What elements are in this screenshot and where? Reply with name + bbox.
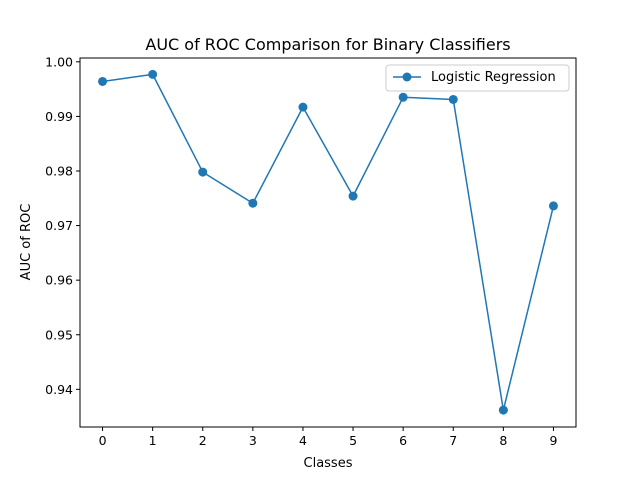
y-axis-ticks: 0.94 0.95 0.96 0.97 0.98 0.99 1.00: [45, 54, 80, 397]
y-tick-label: 0.98: [45, 163, 73, 178]
x-tick-label: 5: [349, 433, 357, 448]
legend: Logistic Regression: [385, 64, 570, 92]
x-tick-label: 2: [199, 433, 207, 448]
x-tick-label: 4: [299, 433, 307, 448]
y-axis-label: AUC of ROC: [19, 204, 34, 281]
axes-frame: [79, 57, 577, 428]
legend-marker-sample: [402, 72, 412, 82]
data-point: [248, 198, 258, 208]
y-tick-label: 0.95: [45, 327, 73, 342]
x-axis-ticks: 0 1 2 3 4 5 6 7 8 9: [99, 427, 557, 448]
y-tick-label: 0.96: [45, 273, 73, 288]
x-tick-label: 1: [149, 433, 157, 448]
legend-box: [385, 64, 570, 92]
y-tick-label: 0.99: [45, 109, 73, 124]
data-point: [198, 167, 208, 177]
x-axis-label: Classes: [304, 456, 353, 471]
y-tick-label: 0.94: [45, 382, 73, 397]
legend-entry-logistic-regression: Logistic Regression: [431, 70, 556, 85]
x-tick-label: 9: [549, 433, 557, 448]
data-point: [548, 201, 558, 211]
x-tick-label: 6: [399, 433, 407, 448]
series-layer: [98, 69, 558, 415]
y-tick-label: 1.00: [45, 54, 73, 69]
y-tick-label: 0.97: [45, 218, 73, 233]
x-tick-label: 8: [499, 433, 507, 448]
series-line-logistic-regression: [102, 73, 555, 411]
x-tick-label: 7: [449, 433, 457, 448]
data-point: [498, 405, 508, 415]
data-point: [348, 191, 358, 201]
x-tick-label: 3: [249, 433, 257, 448]
data-point: [148, 69, 158, 79]
data-point: [448, 94, 458, 104]
data-point: [398, 92, 408, 102]
data-point: [98, 76, 108, 86]
chart-title: AUC of ROC Comparison for Binary Classif…: [145, 35, 510, 54]
x-tick-label: 0: [99, 433, 107, 448]
plot-area: [79, 57, 577, 428]
data-point: [298, 102, 308, 112]
